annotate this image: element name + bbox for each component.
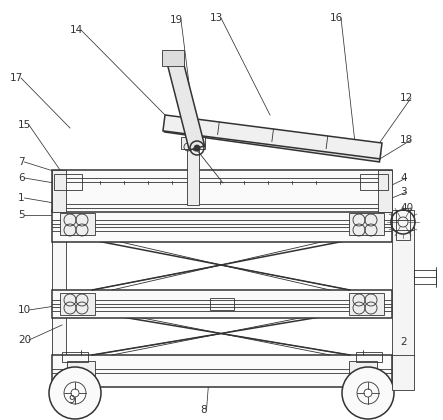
Bar	[356, 352, 382, 362]
Text: 19: 19	[170, 15, 183, 25]
Circle shape	[71, 389, 79, 397]
Text: 12: 12	[400, 93, 413, 103]
Text: 2: 2	[400, 337, 407, 347]
Circle shape	[342, 367, 394, 419]
Text: 5: 5	[18, 210, 25, 220]
Bar	[60, 213, 95, 235]
Bar	[52, 170, 66, 382]
Bar	[210, 298, 234, 310]
Bar	[181, 137, 205, 149]
Circle shape	[357, 382, 379, 404]
Text: 20: 20	[18, 335, 31, 345]
Bar	[360, 174, 388, 190]
Circle shape	[64, 382, 86, 404]
Text: 14: 14	[70, 25, 83, 35]
Text: 8: 8	[200, 405, 206, 415]
Text: 10: 10	[18, 305, 31, 315]
Circle shape	[194, 145, 200, 151]
Text: 16: 16	[330, 13, 343, 23]
Bar	[52, 210, 392, 242]
Circle shape	[49, 367, 101, 419]
Polygon shape	[164, 124, 381, 162]
Bar	[52, 290, 392, 318]
Polygon shape	[166, 56, 205, 150]
Text: 7: 7	[18, 157, 25, 167]
Text: 9: 9	[68, 395, 74, 405]
Polygon shape	[163, 115, 382, 159]
Text: 15: 15	[18, 120, 31, 130]
Text: 13: 13	[210, 13, 223, 23]
Bar	[378, 170, 392, 212]
Circle shape	[364, 389, 372, 397]
Bar	[349, 213, 384, 235]
Bar	[54, 174, 82, 190]
Bar	[187, 145, 199, 205]
Bar	[62, 352, 88, 362]
Bar	[52, 355, 392, 387]
Bar	[52, 170, 392, 212]
Text: 3: 3	[400, 187, 407, 197]
Bar	[52, 170, 66, 212]
Bar	[67, 361, 95, 379]
Bar	[396, 210, 410, 240]
Text: 4: 4	[400, 173, 407, 183]
Text: 6: 6	[18, 173, 25, 183]
Bar	[60, 293, 95, 315]
Text: 17: 17	[10, 73, 23, 83]
Bar	[414, 270, 436, 284]
Text: 40: 40	[400, 203, 413, 213]
Text: 1: 1	[18, 193, 25, 203]
Bar	[392, 210, 414, 390]
Bar	[162, 50, 184, 66]
Text: 18: 18	[400, 135, 413, 145]
Bar	[349, 361, 377, 379]
Bar	[349, 293, 384, 315]
